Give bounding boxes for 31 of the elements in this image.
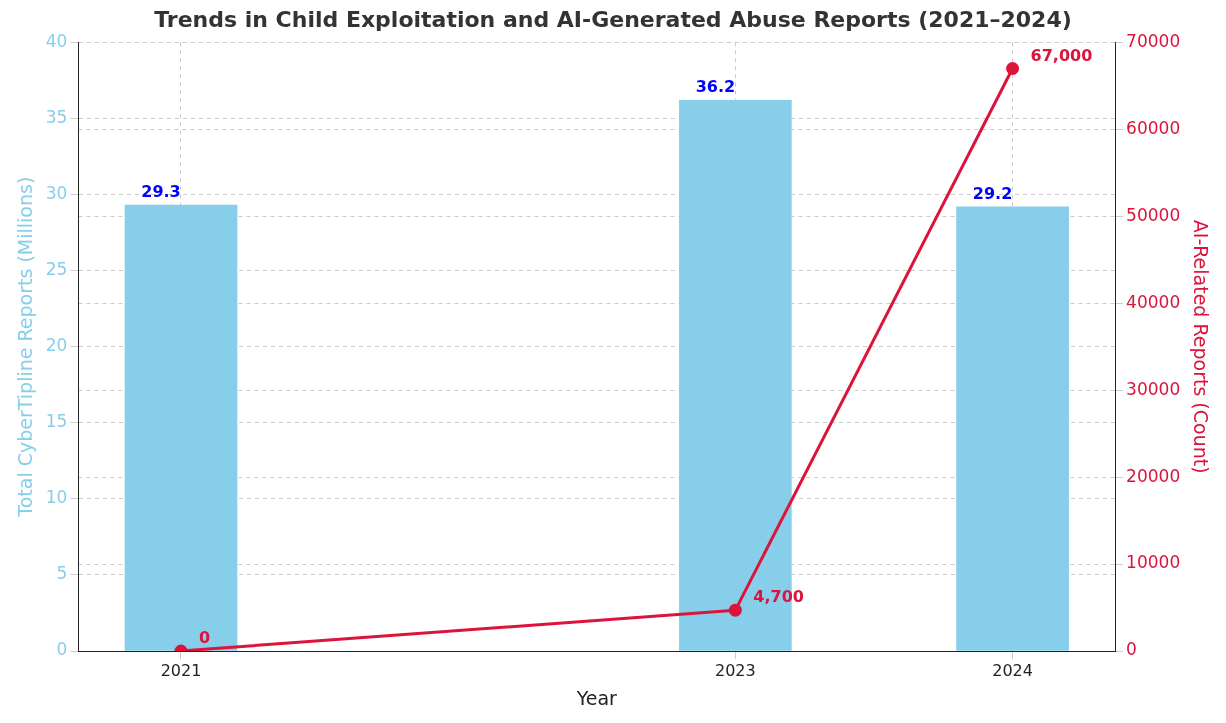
y-tick-label: 25 [45, 259, 68, 280]
x-tick-label: 2021 [160, 660, 202, 680]
y-tick-label: 10 [45, 487, 68, 508]
y2-tick-label: 10000 [1126, 552, 1181, 573]
y-tick-label: 30 [45, 182, 68, 203]
y-tick-label: 35 [45, 106, 68, 127]
y2-tick-label: 20000 [1126, 465, 1181, 486]
y-tick-label: 20 [45, 335, 68, 356]
chart-title: Trends in Child Exploitation and AI-Generated Abuse Reports (2021–2024) [154, 6, 1072, 32]
data-label: 29.2 [972, 183, 1013, 203]
bar [124, 204, 238, 651]
data-label: 67,000 [1030, 45, 1093, 65]
y-tick-label: 0 [56, 639, 68, 660]
y-tick-label: 15 [45, 411, 68, 432]
y-tick-label: 5 [56, 563, 68, 584]
y2-tick-label: 60000 [1126, 117, 1181, 138]
y-tick-label: 40 [45, 30, 68, 51]
y2-axis-title: AI-Related Reports (Count) [1189, 219, 1212, 474]
bar [956, 206, 1069, 651]
y2-tick-label: 70000 [1126, 30, 1181, 51]
data-label: 29.3 [141, 182, 181, 202]
data-label: 0 [198, 628, 211, 648]
x-tick-label: 2023 [715, 660, 756, 680]
x-axis-title: Year [575, 686, 618, 709]
data-label: 36.2 [695, 77, 736, 97]
y2-tick-label: 30000 [1126, 378, 1181, 399]
y2-tick-label: 50000 [1126, 204, 1181, 225]
y-axis-title: Total CyberTipline Reports (Millions) [14, 176, 37, 518]
x-tick-label: 2024 [992, 660, 1033, 680]
y2-tick-label: 40000 [1126, 291, 1181, 312]
y2-tick-label: 0 [1126, 639, 1137, 660]
